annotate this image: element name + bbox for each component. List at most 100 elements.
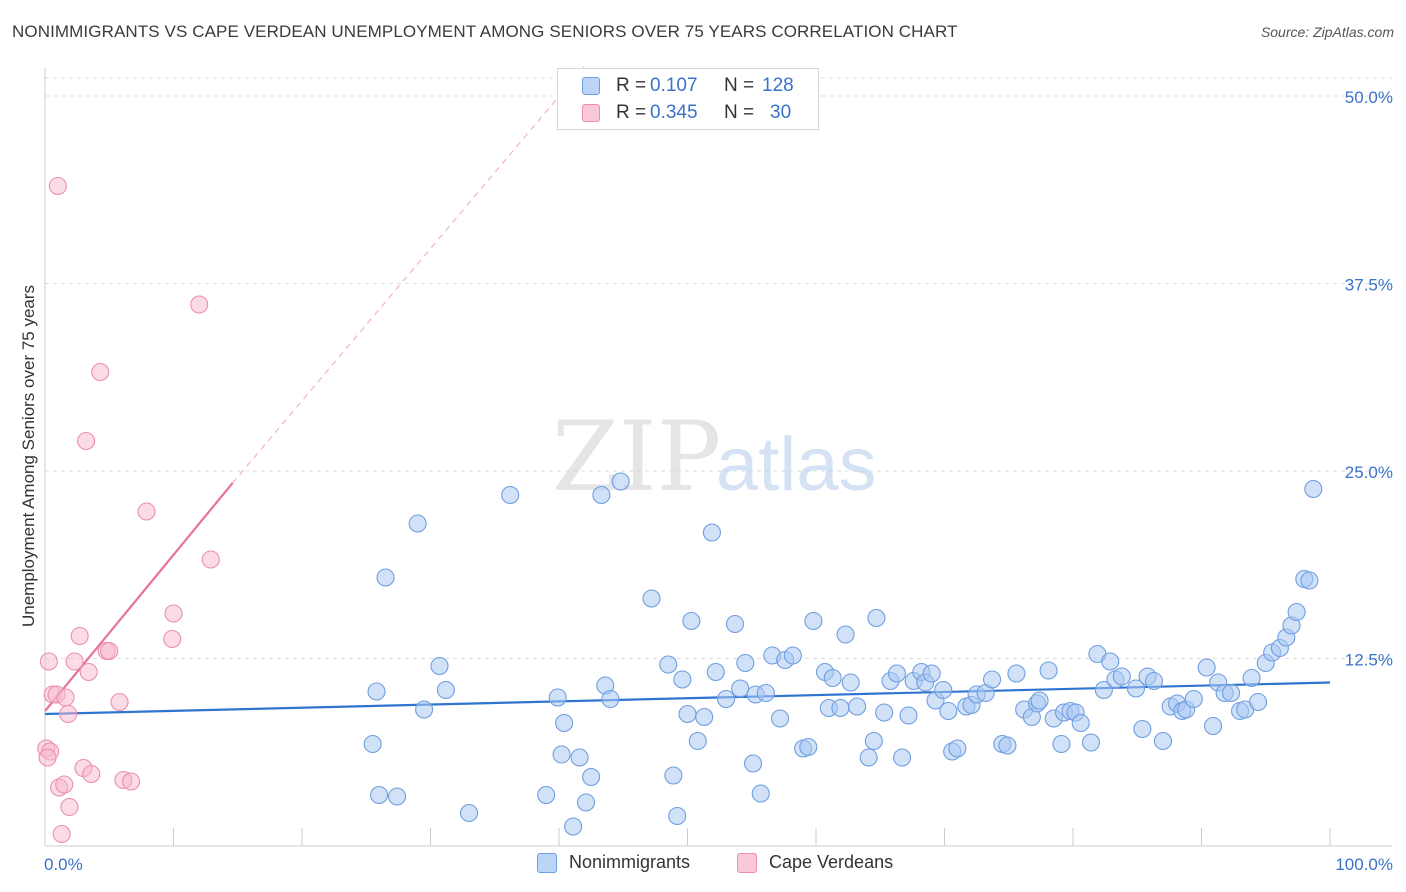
nonimmigrant-point [1039,661,1058,680]
nonimmigrant-point [731,679,750,698]
nonimmigrant-point [659,655,678,674]
nonimmigrant-point [725,614,745,634]
r-label: R = [616,75,647,96]
nonimmigrant-point [859,748,878,767]
nonimmigrant-point [570,748,589,767]
source-attribution[interactable]: Source: ZipAtlas.com [1260,24,1394,40]
cape-verdean-point [59,704,78,724]
nonimmigrant-point [1153,731,1172,751]
correlation-legend: R = 0.107 N = 128 R = 0.345 N = 30 [557,68,819,130]
nonimmigrant-point [436,680,455,700]
nonimmigrant-point [1287,602,1306,622]
cape-verdean-point [56,688,75,707]
cape-verdean-point [55,775,74,794]
legend-label: Cape Verdeans [769,852,894,872]
cape-verdean-point [82,764,101,784]
nonimmigrant-point [415,700,434,719]
nonimmigrant-point [864,731,883,751]
nonimmigrant-point [363,734,382,754]
nonimmigrant-point [682,611,701,631]
y-tick-label: 37.5% [1345,276,1393,295]
nonimmigrant-point [804,611,823,631]
nonimmigrant-point [770,709,790,728]
nonimmigrant-point [1144,671,1164,691]
nonimmigrant-point [841,673,860,692]
cape-verdean-point [100,641,119,661]
nonimmigrant-point [716,689,736,709]
cape-verdean-point [91,362,110,382]
nonimmigrant-point [552,745,571,764]
cape-verdean-point [52,824,71,844]
nonimmigrant-point [756,683,775,703]
nonimmigrant-point [1112,667,1131,686]
nonimmigrant-point [376,568,395,587]
cape-verdean-point [137,502,156,521]
nonimmigrant-point [998,736,1017,755]
cape-verdean-point [60,797,79,817]
nonimmigrant-point [1052,734,1071,754]
nonimmigrant-point [582,767,601,787]
nonimmigrant-point [1071,713,1090,733]
nonimmigrant-point [668,806,687,826]
nonimmigrant-point [1304,479,1323,499]
r-value: 0.107 [650,75,698,96]
trend-line-cape-verdeans [44,482,234,712]
n-value: 30 [770,102,792,123]
nonimmigrant-point [688,731,707,751]
cape-verdean-point [122,772,141,791]
watermark-zip: ZIP [552,401,721,513]
nonimmigrant-point [1222,683,1241,703]
y-tick-label: 12.5% [1345,651,1393,670]
nonimmigrant-point [875,703,894,722]
nonimmigrant-point [367,682,386,701]
nonimmigrant-point [848,697,867,716]
nonimmigrant-point [1094,680,1113,700]
cape-verdean-point [70,626,89,646]
watermark-atlas: atlas [716,422,877,507]
nonimmigrant-point [939,701,958,721]
nonimmigrant-point [799,737,818,757]
nonimmigrant-point [899,706,918,725]
cape-verdean-point [190,295,209,314]
y-tick-label: 50.0% [1345,88,1393,107]
blue-swatch-icon [582,77,600,95]
axes [44,68,1392,847]
nonimmigrant-point [564,817,583,836]
nonimmigrant-point [576,793,596,812]
nonimmigrant-point [743,754,763,773]
n-label: N = [724,102,755,123]
chart-title: NONIMMIGRANTS VS CAPE VERDEAN UNEMPLOYME… [12,22,958,41]
x-tick-label: 100.0% [1335,855,1393,874]
nonimmigrant-point [1197,658,1216,677]
nonimmigrant-point [783,646,802,665]
cape-verdean-point [164,604,183,623]
nonimmigrant-point [370,785,389,805]
n-label: N = [724,75,755,96]
legend-label: Nonimmigrants [569,852,691,872]
nonimmigrant-point [751,784,770,803]
nonimmigrant-point [948,739,967,758]
nonimmigrant-point [695,707,714,727]
x-tick-label: 0.0% [44,855,83,874]
pink-swatch-icon [582,104,600,122]
nonimmigrant-point [664,766,683,785]
nonimmigrant-point [922,664,941,683]
nonimmigrant-point [1126,679,1146,698]
nonimmigrant-point [1030,691,1049,710]
nonimmigrant-point [982,670,1002,689]
nonimmigrant-point [831,698,850,718]
nonimmigrant-point [1007,664,1026,683]
nonimmigrant-point [601,689,620,709]
nonimmigrant-point [408,514,427,533]
n-value: 128 [762,75,794,96]
nonimmigrant-point [611,472,630,491]
nonimmigrant-point [706,662,725,682]
nonimmigrant-point [548,688,567,707]
nonimmigrant-point [1101,652,1120,671]
gridlines [45,77,1392,659]
nonimmigrant-point [642,589,661,608]
pink-swatch-icon [737,853,757,873]
nonimmigrant-point [1248,692,1268,712]
nonimmigrant-point [893,748,912,767]
nonimmigrant-point [887,664,907,683]
